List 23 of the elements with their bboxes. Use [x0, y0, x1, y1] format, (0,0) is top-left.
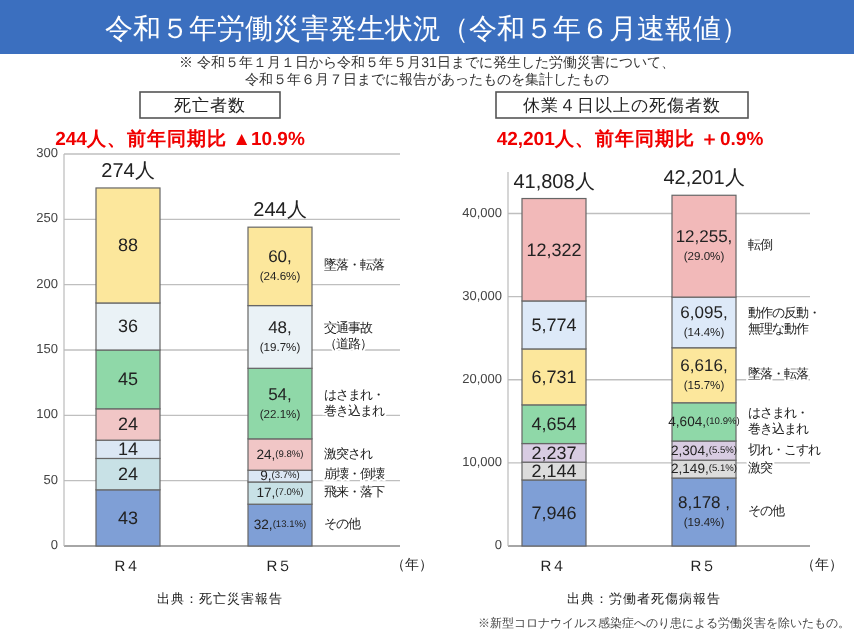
data-label: 12,322 [526, 239, 582, 260]
data-label: 88 [117, 235, 139, 256]
data-label: 6,731 [531, 366, 577, 387]
chart-title: 休業４日以上の死傷者数 [523, 95, 721, 115]
chart-title: 死亡者数 [174, 95, 246, 115]
total-label: 244人 [253, 200, 307, 223]
chart-subtitle: 244人、前年同期比 ▲10.9% [55, 127, 306, 151]
total-label: 274人 [101, 160, 155, 183]
data-label: 7,946 [531, 502, 577, 523]
data-label: 24 [117, 414, 139, 435]
total-label: 42,201人 [663, 168, 745, 191]
data-label: 2,237 [531, 442, 577, 463]
data-label: 4,654 [531, 414, 577, 435]
total-label: 41,808人 [513, 171, 595, 194]
data-label: 14 [117, 439, 139, 460]
data-label: 43 [117, 507, 139, 528]
data-label: 2,144 [531, 461, 577, 482]
data-label: 45 [117, 369, 139, 390]
chart-subtitle: 42,201人、前年同期比 ＋0.9% [496, 127, 765, 151]
text: 令和５年労働災害発生状況（令和５年６月速報値） [105, 12, 749, 44]
data-label: 24 [117, 464, 139, 485]
data-label: 5,774 [531, 314, 577, 335]
data-label: 36 [117, 316, 139, 337]
